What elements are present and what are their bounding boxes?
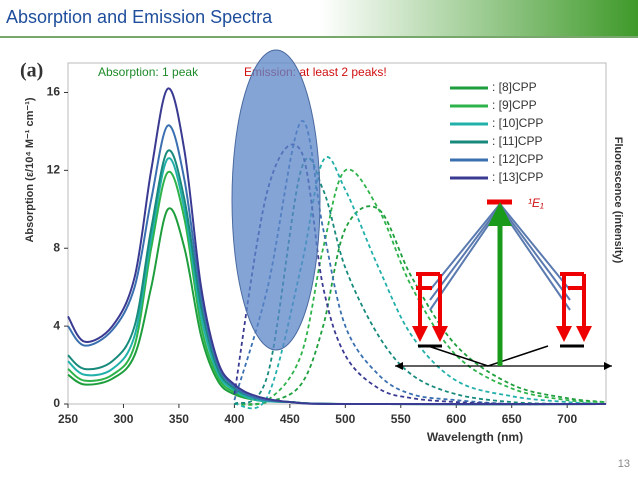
title-band <box>320 0 638 36</box>
absorption-line <box>67 87 607 406</box>
legend-label: : [12]CPP <box>492 152 543 166</box>
y-tick-label: 16 <box>47 85 61 99</box>
x-tick-label: 700 <box>557 412 577 426</box>
legend-label: : [8]CPP <box>492 80 537 94</box>
plot: 250 300 350 400 450 500 550 600 650 700 0 4 8 12 16 Wav… <box>20 60 624 445</box>
x-axis-label: Wavelength (nm) <box>427 430 523 444</box>
emission-line <box>234 205 607 406</box>
arrow-head <box>395 362 403 370</box>
legend-label: : [11]CPP <box>492 134 542 148</box>
emission-arrows <box>416 272 586 330</box>
x-tick-label: 550 <box>391 412 411 426</box>
x-tick-label: 450 <box>280 412 300 426</box>
emission-line <box>234 156 607 410</box>
emission-line <box>234 168 607 406</box>
y2-axis-label: Fluorescence (intensity) <box>612 137 624 264</box>
x-tick-label: 300 <box>113 412 133 426</box>
x-tick-label: 500 <box>335 412 355 426</box>
y-tick-label: 8 <box>53 240 60 254</box>
legend-label: : [13]CPP <box>492 170 543 184</box>
x-tick-label: 400 <box>224 412 244 426</box>
x-tick-label: 650 <box>502 412 522 426</box>
y-tick-label: 0 <box>53 396 60 410</box>
annotation: Absorption: 1 peak <box>98 65 199 79</box>
page-number: 13 <box>618 458 630 470</box>
highlight-ellipse <box>231 49 321 351</box>
legend-label: : [10]CPP <box>492 116 543 130</box>
y-axis-label: Absorption (ε/10⁴ M⁻¹ cm⁻¹) <box>24 97 36 242</box>
arrow-head <box>604 362 612 370</box>
x-tick-label: 350 <box>169 412 189 426</box>
energy-diagram: ¹E₁ <box>231 49 612 370</box>
slide-title: Absorption and Emission Spectra <box>6 7 273 27</box>
arrow-head <box>488 202 512 226</box>
annotation: ¹E₁ <box>528 196 544 210</box>
legend-label: : [9]CPP <box>492 98 537 112</box>
arrow-heads <box>412 326 592 342</box>
y-tick-label: 4 <box>53 318 60 332</box>
panel-label: (a) <box>20 60 43 82</box>
x-tick-label: 250 <box>58 412 78 426</box>
x-tick-label: 600 <box>446 412 466 426</box>
y-tick-label: 12 <box>47 163 61 177</box>
ground-surface <box>427 345 549 367</box>
